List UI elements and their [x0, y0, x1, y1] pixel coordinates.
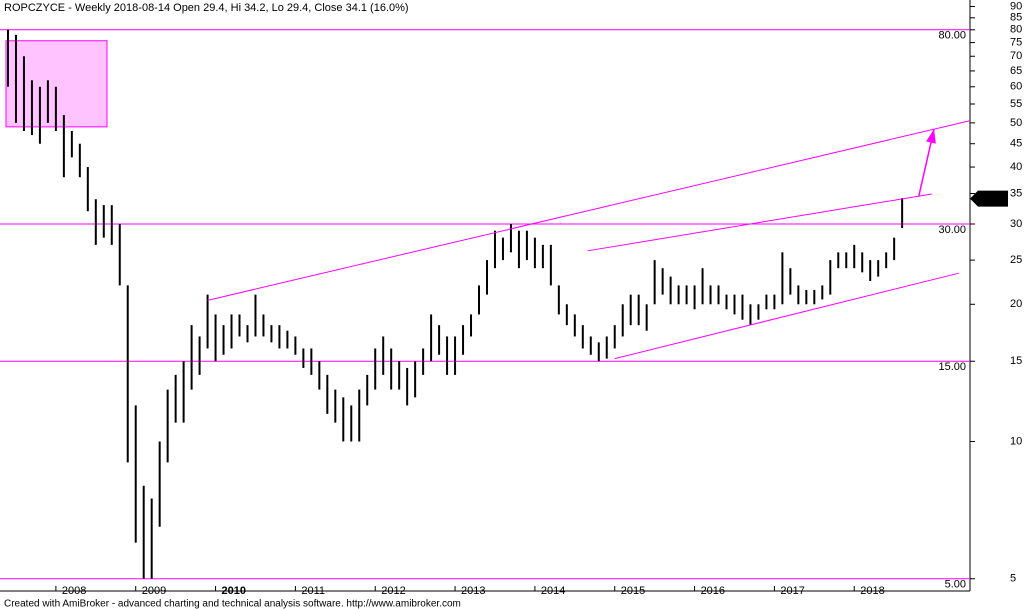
y-tick-label: 10	[1010, 435, 1022, 447]
x-tick-label: 2013	[461, 585, 485, 597]
x-tick-label: 2008	[62, 585, 86, 597]
footer: Created with AmiBroker - advanced charti…	[4, 599, 461, 609]
y-tick-label: 35	[1010, 187, 1022, 199]
y-tick-label: 45	[1010, 138, 1022, 150]
y-tick-label: 70	[1010, 50, 1022, 62]
x-tick-label: 2015	[621, 585, 645, 597]
x-tick-label: 2009	[142, 585, 166, 597]
x-tick-label: 2017	[780, 585, 804, 597]
y-tick-label: 85	[1010, 12, 1022, 24]
x-tick-label: 2016	[701, 585, 725, 597]
y-tick-label: 30	[1010, 218, 1022, 230]
arrow-head	[926, 128, 936, 144]
y-tick-label: 40	[1010, 161, 1022, 173]
level-label: 15.00	[938, 361, 966, 373]
y-tick-label: 65	[1010, 65, 1022, 77]
x-tick-label: 2012	[381, 585, 405, 597]
y-tick-label: 50	[1010, 117, 1022, 129]
x-tick-label: 2018	[860, 585, 884, 597]
y-tick-label: 20	[1010, 298, 1022, 310]
last-price-tag	[970, 190, 1008, 207]
y-tick-label: 80	[1010, 24, 1022, 36]
y-tick-label: 55	[1010, 98, 1022, 110]
x-tick-label: 2011	[301, 585, 325, 597]
level-label: 30.00	[938, 224, 966, 236]
level-label: 5.00	[945, 579, 966, 591]
y-tick-label: 25	[1010, 254, 1022, 266]
y-tick-label: 75	[1010, 36, 1022, 48]
trend-line	[614, 272, 959, 360]
y-tick-label: 60	[1010, 81, 1022, 93]
y-tick-label: 90	[1010, 0, 1022, 12]
x-tick-label: 2010	[222, 585, 246, 597]
trend-line	[587, 193, 932, 252]
trend-line	[207, 120, 970, 301]
y-tick-label: 5	[1010, 573, 1016, 585]
x-tick-label: 2014	[541, 585, 565, 597]
y-tick-label: 15	[1010, 355, 1022, 367]
level-label: 80.00	[938, 30, 966, 42]
chart-title: ROPCZYCE - Weekly 2018-08-14 Open 29.4, …	[4, 2, 409, 14]
last-price-label: 34.1	[980, 193, 1001, 205]
